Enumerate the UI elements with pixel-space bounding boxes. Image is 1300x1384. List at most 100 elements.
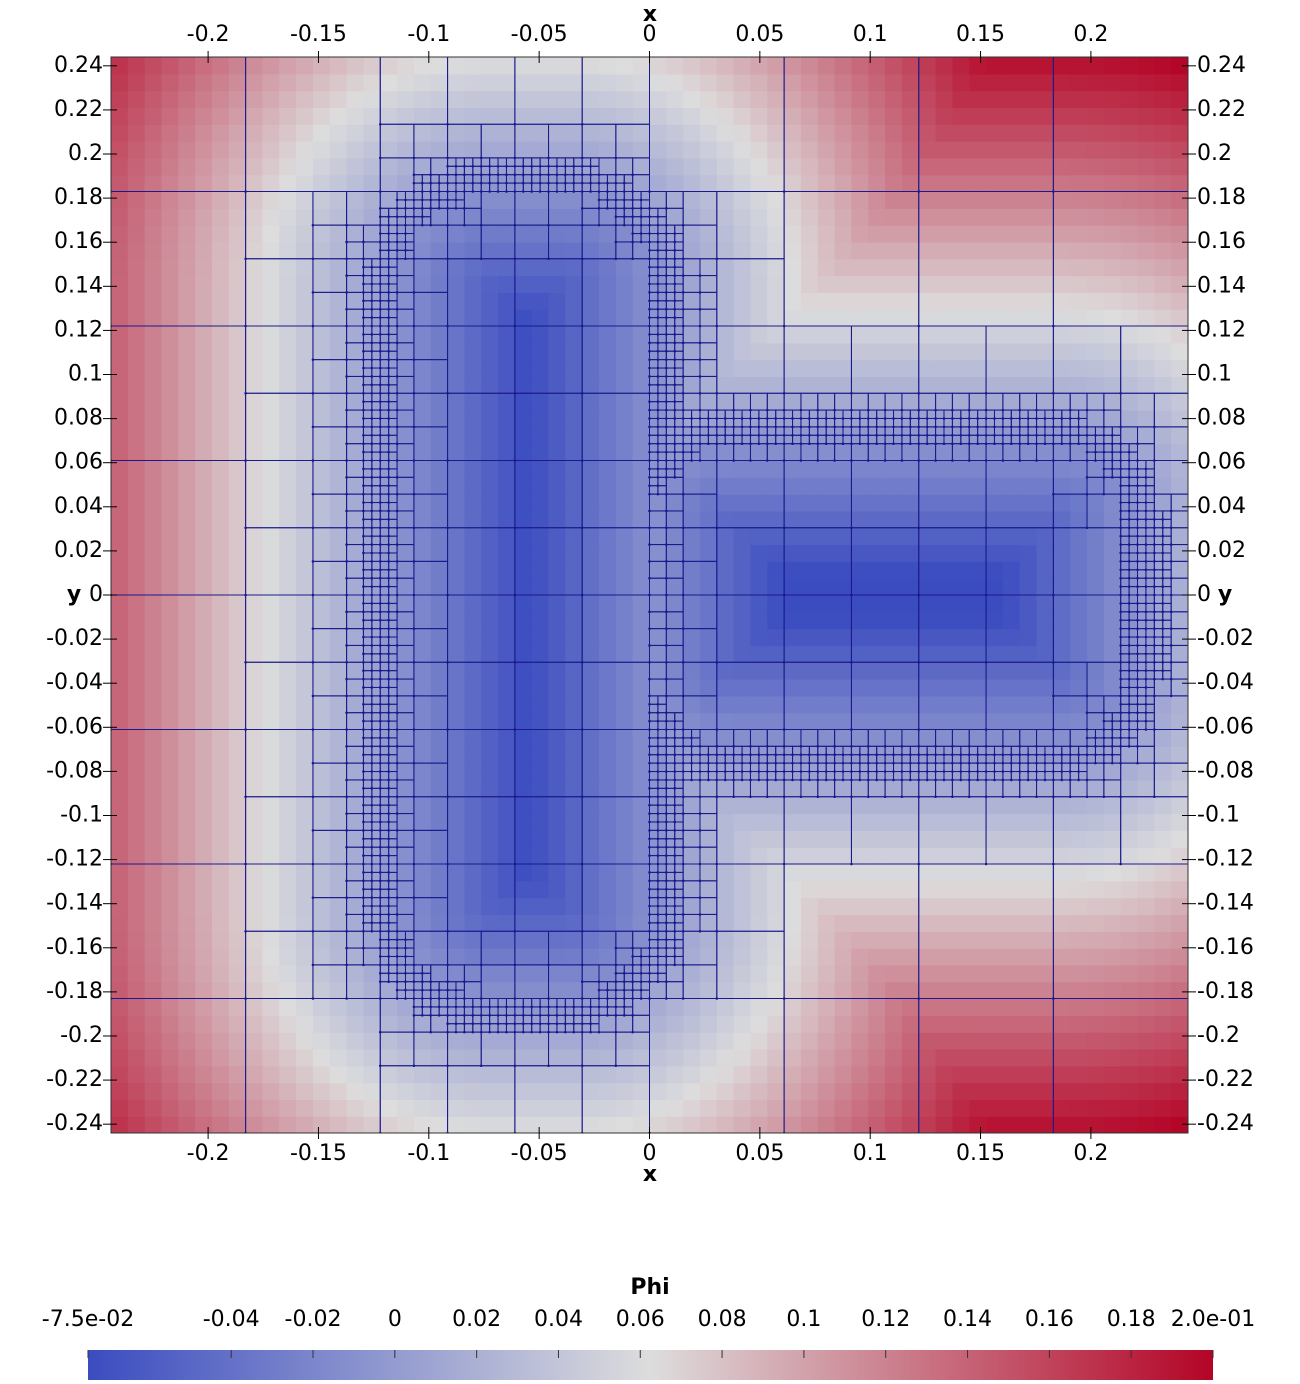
field-cell bbox=[885, 712, 903, 731]
field-cell bbox=[784, 880, 802, 899]
mesh-node bbox=[378, 845, 382, 849]
field-cell bbox=[615, 695, 634, 714]
field-cell bbox=[649, 544, 667, 562]
field-cell bbox=[144, 729, 163, 747]
field-cell bbox=[1019, 628, 1038, 647]
field-cell bbox=[178, 813, 196, 831]
field-cell bbox=[1002, 124, 1021, 142]
field-cell bbox=[481, 611, 499, 630]
field-cell bbox=[969, 813, 987, 831]
field-cell bbox=[599, 948, 617, 966]
field-cell bbox=[144, 1099, 163, 1117]
mesh-node bbox=[463, 980, 466, 983]
field-cell bbox=[750, 830, 768, 848]
mesh-node bbox=[631, 1030, 634, 1034]
field-cell bbox=[514, 847, 533, 865]
field-cell bbox=[195, 426, 213, 445]
field-cell bbox=[262, 578, 280, 596]
field-cell bbox=[901, 174, 920, 193]
field-cell bbox=[161, 426, 179, 445]
field-cell bbox=[885, 914, 903, 932]
field-cell bbox=[1154, 191, 1172, 209]
mesh-node bbox=[555, 1022, 559, 1026]
field-cell bbox=[430, 275, 449, 293]
field-cell bbox=[817, 544, 836, 562]
field-cell bbox=[935, 90, 954, 109]
field-cell bbox=[716, 241, 735, 260]
field-cell bbox=[901, 981, 920, 1000]
field-cell bbox=[800, 712, 819, 731]
field-cell bbox=[599, 897, 617, 916]
field-cell bbox=[683, 241, 701, 260]
field-cell bbox=[767, 460, 785, 478]
field-cell bbox=[498, 964, 516, 983]
field-cell bbox=[111, 1116, 129, 1133]
field-cell bbox=[127, 141, 146, 159]
field-cell bbox=[279, 443, 297, 462]
field-cell bbox=[565, 595, 583, 613]
field-cell bbox=[312, 174, 331, 193]
field-cell bbox=[733, 225, 752, 243]
field-cell bbox=[716, 847, 735, 865]
field-cell bbox=[817, 1082, 836, 1100]
field-cell bbox=[498, 1048, 516, 1067]
mesh-node bbox=[378, 871, 382, 874]
field-cell bbox=[817, 90, 836, 109]
field-cell bbox=[632, 57, 651, 75]
field-cell bbox=[784, 275, 802, 293]
field-cell bbox=[1070, 897, 1088, 916]
mesh-node bbox=[446, 997, 449, 1000]
field-cell bbox=[699, 578, 718, 596]
field-cell bbox=[733, 864, 752, 882]
field-cell bbox=[851, 460, 869, 478]
field-cell bbox=[397, 662, 415, 680]
mesh-node bbox=[378, 980, 382, 983]
field-cell bbox=[1154, 964, 1172, 983]
mesh-node bbox=[412, 1014, 416, 1017]
field-cell bbox=[279, 847, 297, 865]
field-cell bbox=[1087, 645, 1105, 663]
mesh-node bbox=[387, 946, 390, 950]
field-cell bbox=[784, 830, 802, 848]
mesh-node bbox=[437, 1014, 441, 1017]
field-cell bbox=[599, 964, 617, 983]
field-cell bbox=[851, 157, 869, 176]
field-cell bbox=[430, 1048, 449, 1067]
field-cell bbox=[363, 174, 381, 193]
field-cell bbox=[599, 561, 617, 579]
mesh-node bbox=[362, 736, 365, 740]
field-cell bbox=[885, 948, 903, 966]
field-cell bbox=[901, 864, 920, 882]
field-cell bbox=[699, 494, 718, 512]
field-cell bbox=[969, 309, 987, 327]
field-cell bbox=[127, 931, 146, 949]
field-cell bbox=[329, 225, 348, 243]
field-cell bbox=[952, 191, 970, 209]
field-cell bbox=[1019, 443, 1038, 462]
field-cell bbox=[211, 1116, 230, 1133]
field-cell bbox=[716, 225, 735, 243]
field-cell bbox=[245, 326, 264, 344]
field-cell bbox=[397, 880, 415, 899]
mesh-node bbox=[513, 929, 517, 933]
field-cell bbox=[312, 258, 331, 277]
field-cell bbox=[1019, 981, 1038, 1000]
field-cell bbox=[1154, 1065, 1172, 1084]
field-cell bbox=[144, 410, 163, 428]
field-cell bbox=[1019, 695, 1038, 714]
field-cell bbox=[683, 359, 701, 378]
field-cell bbox=[262, 628, 280, 647]
field-cell bbox=[868, 1048, 886, 1067]
field-cell bbox=[1036, 494, 1054, 512]
field-cell bbox=[632, 628, 651, 647]
field-cell bbox=[851, 1015, 869, 1033]
field-cell bbox=[1087, 679, 1105, 697]
field-cell bbox=[1171, 410, 1188, 428]
field-cell bbox=[851, 477, 869, 495]
field-cell bbox=[1019, 1116, 1038, 1133]
field-cell bbox=[296, 746, 314, 764]
field-cell bbox=[733, 292, 752, 310]
field-cell bbox=[885, 174, 903, 193]
field-cell bbox=[800, 1048, 819, 1067]
field-cell bbox=[683, 561, 701, 579]
